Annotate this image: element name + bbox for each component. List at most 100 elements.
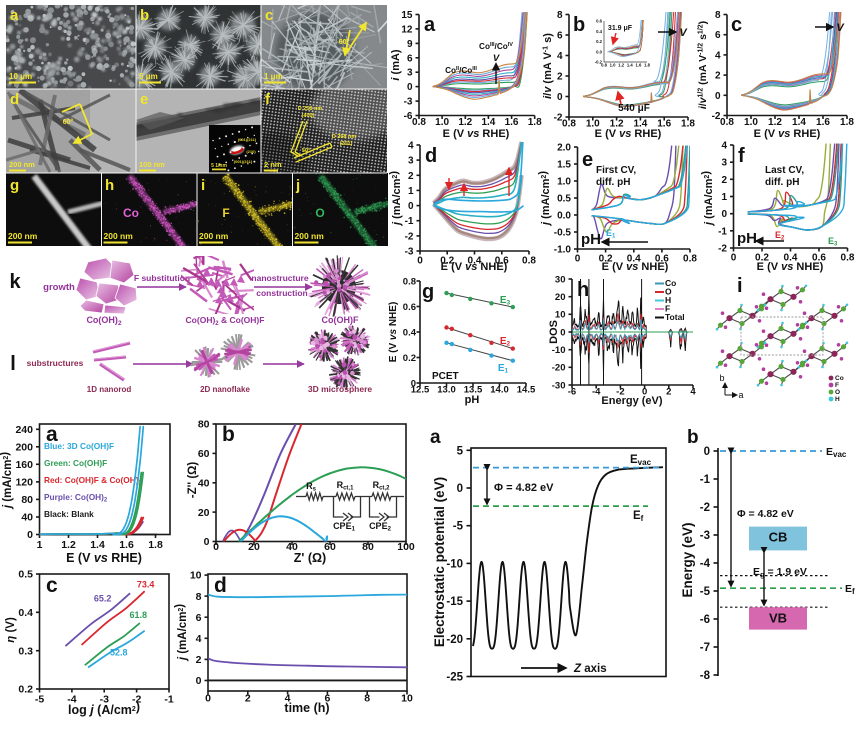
svg-text:0: 0 [642,387,647,398]
svg-text:0: 0 [205,693,211,705]
svg-text:a: a [46,423,58,446]
svg-text:40: 40 [286,541,298,553]
svg-text:E2: E2 [775,230,785,242]
svg-text:E (V vs NHE): E (V vs NHE) [441,261,508,273]
svg-text:h: h [577,279,589,301]
svg-text:0: 0 [704,446,710,458]
svg-text:D 268 nm: D 268 nm [332,134,357,140]
svg-text:13.0: 13.0 [437,385,456,396]
svg-text:Evac: Evac [630,454,652,467]
svg-text:1.6: 1.6 [119,539,134,551]
svg-text:2.0: 2.0 [557,143,571,154]
svg-text:H: H [835,396,840,403]
svg-text:60°: 60° [63,118,74,126]
svg-text:-2: -2 [554,113,563,124]
svg-text:160: 160 [15,459,33,471]
svg-text:20: 20 [248,541,260,553]
svg-text:-2: -2 [405,231,414,242]
svg-text:0.4: 0.4 [403,327,417,338]
svg-text:-4: -4 [592,387,601,398]
svg-text:6: 6 [196,612,202,624]
svg-text:Co(OH)2 & Co(OH)F: Co(OH)2 & Co(OH)F [186,315,265,327]
svg-text:60: 60 [198,448,210,460]
svg-text:0.2: 0.2 [18,684,33,696]
svg-text:14.0: 14.0 [490,385,509,396]
svg-text:-2: -2 [718,244,727,255]
svg-text:5 1/nm: 5 1/nm [211,163,227,169]
svg-text:0: 0 [457,483,463,495]
svg-text:E (V vs RHE): E (V vs RHE) [66,551,142,565]
svg-text:1.4: 1.4 [481,117,495,128]
svg-text:-3: -3 [404,97,413,108]
svg-text:1.8: 1.8 [840,117,854,128]
svg-text:1.2: 1.2 [61,539,76,551]
svg-text:0.3: 0.3 [18,645,33,657]
svg-text:-3: -3 [700,530,710,542]
svg-text:200 nm: 200 nm [295,231,325,241]
svg-text:j (mA/cm2): j (mA/cm2) [174,604,189,662]
svg-text:0: 0 [417,256,423,267]
svg-text:10 μm: 10 μm [9,72,32,81]
svg-text:1.4: 1.4 [90,539,105,551]
svg-text:2: 2 [408,171,414,182]
svg-text:0.4: 0.4 [18,607,33,619]
svg-text:1.4: 1.4 [633,119,647,130]
svg-text:0.8: 0.8 [522,256,536,267]
svg-text:2D nanoflake: 2D nanoflake [200,385,250,394]
svg-text:Blue: 3D Co(OH)F: Blue: 3D Co(OH)F [44,441,114,451]
svg-text:E3: E3 [500,295,511,307]
svg-text:0.5: 0.5 [557,194,571,205]
svg-text:1: 1 [408,186,414,197]
svg-text:1.5: 1.5 [557,160,571,171]
svg-text:4: 4 [557,51,563,62]
svg-text:O: O [835,389,840,396]
svg-text:-0.5: -0.5 [554,228,572,239]
svg-text:3: 3 [407,68,413,79]
svg-text:-1.0: -1.0 [554,245,572,256]
svg-text:Co(OH)F: Co(OH)F [322,315,359,325]
svg-text:O: O [315,206,324,220]
svg-text:5 μm: 5 μm [139,72,158,81]
svg-text:-6: -6 [700,614,710,626]
svg-text:2: 2 [557,72,563,83]
svg-text:j (mA/cm2): j (mA/cm2) [700,171,715,227]
svg-text:i/v (mA V-1 s): i/v (mA V-1 s) [542,33,554,99]
svg-text:-15: -15 [446,596,463,608]
svg-text:4: 4 [721,141,727,152]
svg-text:10: 10 [401,693,413,705]
svg-text:2: 2 [245,693,251,705]
svg-text:200 nm: 200 nm [8,231,38,241]
svg-text:construction: construction [256,288,307,298]
svg-text:0.0: 0.0 [557,211,571,222]
svg-text:200 nm: 200 nm [199,231,229,241]
svg-text:O: O [665,287,672,297]
svg-text:1.2: 1.2 [618,63,624,68]
svg-text:-2: -2 [132,694,141,706]
svg-text:4: 4 [715,50,721,61]
svg-text:15: 15 [401,10,413,21]
svg-text:1.8: 1.8 [148,539,163,551]
svg-text:b: b [140,7,149,24]
svg-text:j (mA/cm2): j (mA/cm2) [0,452,14,510]
svg-text:1: 1 [721,192,727,203]
svg-text:PCET: PCET [432,371,459,382]
svg-text:20: 20 [555,292,566,303]
svg-text:η (V): η (V) [5,617,17,643]
svg-text:diff. pH: diff. pH [596,177,630,188]
svg-text:h: h [105,177,114,194]
svg-text:(001)(211): (001)(211) [234,159,253,164]
svg-text:-1: -1 [700,474,711,486]
svg-text:14.5: 14.5 [517,385,536,396]
svg-text:b: b [573,14,585,36]
svg-text:pH: pH [737,230,757,247]
svg-text:6: 6 [407,53,413,64]
svg-text:log j (A/cm2): log j (A/cm2) [68,700,140,717]
svg-text:0: 0 [204,536,210,548]
svg-text:60: 60 [324,541,336,553]
svg-text:-1: -1 [164,694,173,706]
svg-text:b: b [222,423,235,446]
svg-text:D 258 nm: D 258 nm [298,106,323,112]
svg-text:1.8: 1.8 [681,119,695,130]
svg-text:0.0: 0.0 [596,49,602,54]
svg-text:Φ = 4.82 eV: Φ = 4.82 eV [494,482,554,494]
